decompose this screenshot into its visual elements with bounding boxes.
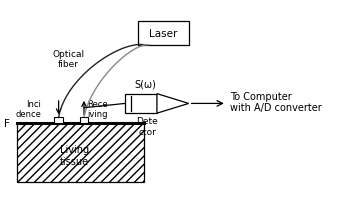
Text: Laser: Laser	[149, 29, 177, 39]
Bar	[54, 118, 63, 123]
Bar	[125, 94, 157, 114]
Text: Living
tissue: Living tissue	[60, 145, 89, 166]
Bar	[80, 118, 88, 123]
Text: Optical
fiber: Optical fiber	[52, 49, 84, 69]
Text: Inci
dence: Inci dence	[15, 99, 41, 119]
Bar	[138, 22, 189, 46]
Bar	[17, 123, 144, 182]
Text: S(ω): S(ω)	[135, 79, 157, 89]
Text: Dete
ctor: Dete ctor	[137, 117, 158, 136]
Text: To Computer
with A/D converter: To Computer with A/D converter	[230, 91, 322, 113]
Text: F: F	[4, 118, 10, 128]
Polygon shape	[157, 94, 189, 114]
Text: Rece
iving: Rece iving	[87, 99, 108, 119]
